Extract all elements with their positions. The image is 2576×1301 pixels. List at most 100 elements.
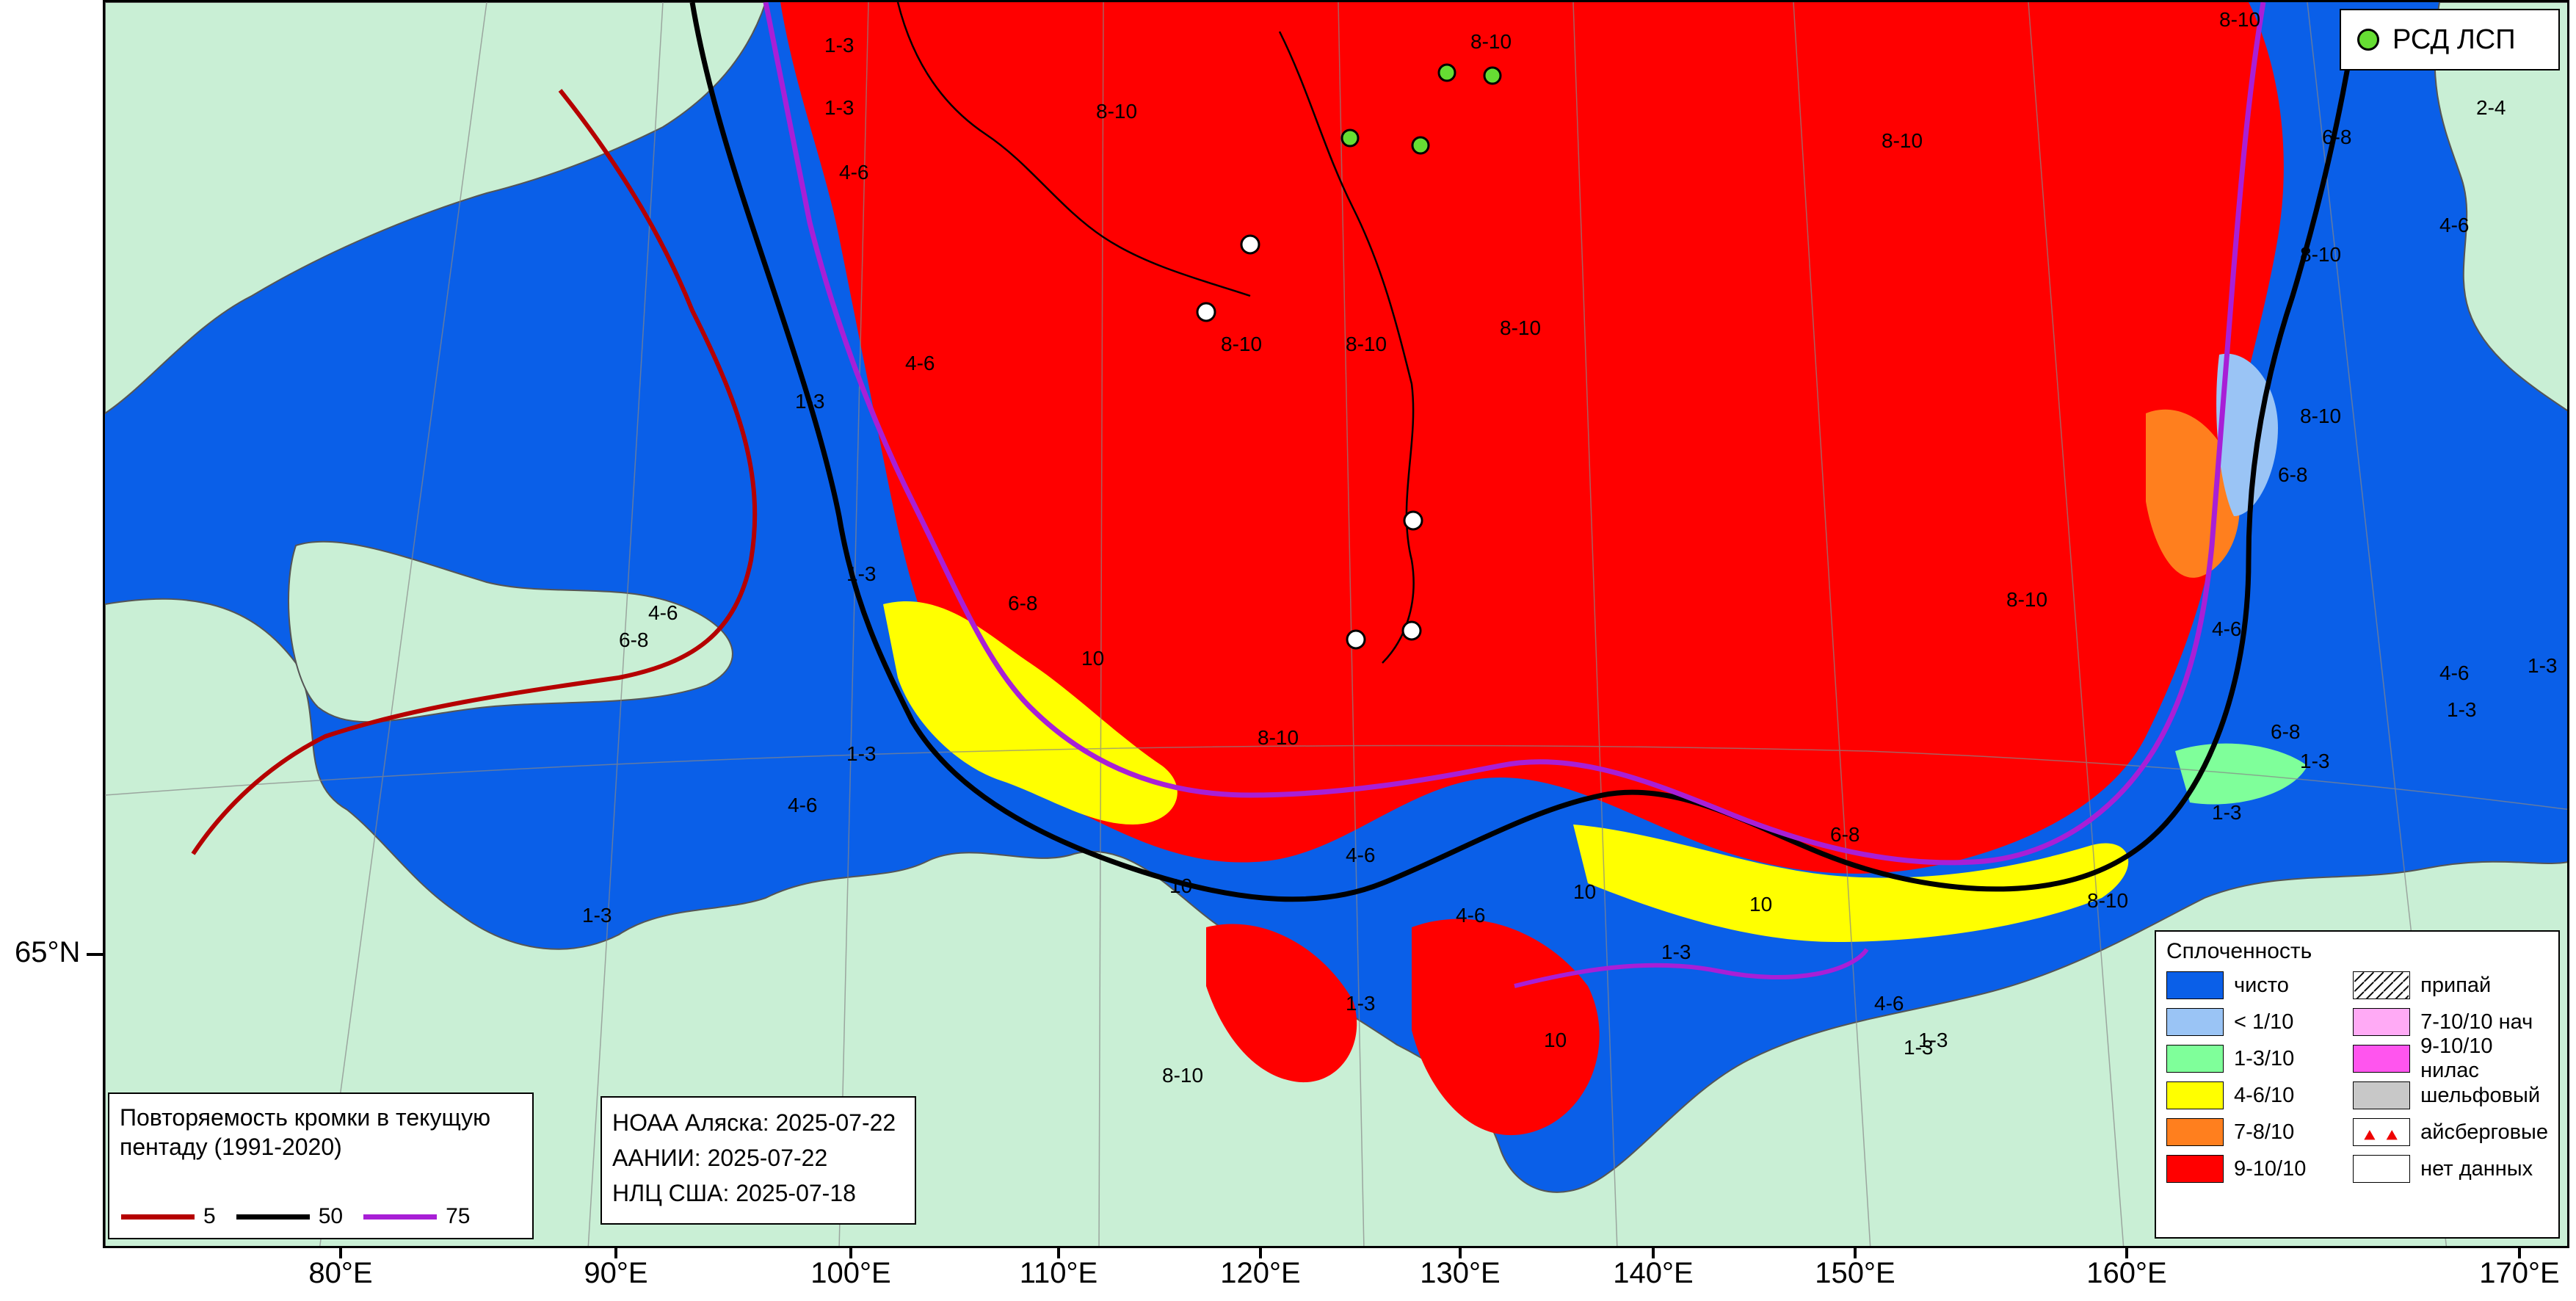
zone-label: 1-3 [1918,1029,1948,1051]
source-date-noaa: НОАА Аляска: 2025-07-22 [612,1109,896,1136]
graticule [105,2,2567,1246]
edge-frequency-legend-title: Повторяемость кромки в текущую пентаду (… [120,1104,491,1160]
color-swatch [2166,1045,2224,1073]
legend-label: 5 [203,1204,216,1228]
ice-4-6-area-west [883,601,1178,825]
longitude-tick [1057,1248,1060,1258]
longitude-label: 170°E [2479,1257,2560,1289]
iceberg-triangle-icon [2353,1118,2411,1146]
zone-label: 8-10 [1346,333,1387,355]
longitude-label: 160°E [2086,1257,2167,1289]
legend-label: 75 [446,1204,471,1228]
longitude-tick [614,1248,617,1258]
hatch-swatch-icon [2353,971,2411,999]
zone-label: 8-10 [1221,333,1263,355]
rsd-legend-label: РСД ЛСП [2392,23,2516,55]
zone-label: 8-10 [1096,100,1138,123]
ice-7-8-area [2146,409,2240,578]
zone-label: 4-6 [1346,844,1376,866]
source-date-nic: НЛЦ США: 2025-07-18 [612,1180,856,1206]
zone-label: 4-6 [1874,992,1904,1015]
legend-item-no-data: нет данных [2353,1153,2548,1184]
zone-label: 1-3 [1661,941,1691,963]
zone-label: 10 [1169,874,1193,897]
legend-item-clear: чисто [2166,970,2347,1001]
legend-label: шельфовый [2420,1083,2541,1107]
legend-item-7-8: 7-8/10 [2166,1117,2347,1148]
ice-9-10-area [780,2,2284,874]
edge-frequency-legend: Повторяемость кромки в текущую пентаду (… [108,1092,534,1239]
color-swatch [2166,1155,2224,1183]
land-novaya-zemlya [105,2,767,415]
rsd-points [1340,63,1502,155]
concentration-legend: Сплоченность чисто припай < 1/10 7-10/10… [2155,930,2560,1239]
zone-label: 1-3 [582,904,612,927]
zone-label: 1-3 [824,34,855,57]
color-swatch [2166,1081,2224,1109]
zone-label: 10 [1544,1029,1567,1051]
zone-label: 1-3 [846,742,877,765]
source-date-aari: ААНИИ: 2025-07-22 [612,1145,828,1171]
legend-label: 7-10/10 нач [2420,1010,2533,1034]
drift-tracks [896,2,1415,664]
legend-item-new-ice: 7-10/10 нач [2353,1007,2548,1037]
zone-label: 4-6 [648,601,678,624]
longitude-label: 140°E [1613,1257,1694,1289]
zone-label: 4-6 [905,352,935,374]
circle-marker-icon [2357,29,2379,51]
legend-label: нет данных [2420,1156,2533,1181]
longitude-label: 110°E [1019,1257,1098,1289]
edge-freq-50-line [689,2,2354,902]
zone-label: 1-3 [2300,750,2330,772]
zone-label: 4-6 [1456,904,1486,927]
line-swatch [236,1214,310,1220]
legend-label: 9-10/10 [2234,1156,2307,1181]
zone-label: 6-8 [1008,592,1038,615]
ice-lt1-area [2216,353,2278,516]
legend-label: 7-8/10 [2234,1120,2295,1144]
color-swatch [2353,1008,2411,1036]
zone-label: 1-3 [2447,698,2477,721]
rsd-legend-box: РСД ЛСП [2340,9,2560,70]
color-swatch [2353,1045,2411,1073]
longitude-tick [849,1248,852,1258]
zone-label: 1-3 [1346,992,1376,1015]
legend-label: айсберговые [2420,1120,2548,1144]
longitude-label: 150°E [1815,1257,1895,1289]
color-swatch [2353,1081,2411,1109]
legend-label: < 1/10 [2234,1010,2294,1034]
latitude-tick [87,953,104,956]
legend-item-shelf: шельфовый [2353,1080,2548,1111]
ice-4-6-area-south [1573,825,2129,942]
longitude-tick [2518,1248,2521,1258]
zone-label: 1-3 [1904,1036,1934,1059]
legend-item-nilas: 9-10/10 нилас [2353,1034,2548,1082]
legend-label: 50 [318,1204,344,1228]
longitude-tick [1259,1248,1262,1258]
legend-item-1-3: 1-3/10 [2166,1043,2347,1074]
legend-item-fast-ice: припай [2353,970,2548,1001]
zone-label: 10 [1081,647,1105,670]
color-swatch [2353,1155,2411,1183]
zone-label: 1-3 [2212,801,2242,824]
zone-label: 1-3 [824,96,855,119]
zone-label: 6-8 [619,628,649,651]
color-swatch [2166,971,2224,999]
zone-label: 6-8 [2278,463,2308,486]
legend-label: 9-10/10 нилас [2420,1034,2493,1082]
longitude-tick [1652,1248,1655,1258]
legend-item-icebergs: айсберговые [2353,1117,2548,1148]
legend-label: чисто [2234,973,2289,997]
longitude-label: 120°E [1220,1257,1301,1289]
line-swatch [363,1214,438,1220]
zone-label: 1-3 [795,390,825,413]
zone-label: 8-10 [1258,726,1299,749]
legend-item-4-6: 4-6/10 [2166,1080,2347,1111]
zone-label: 1-3 [2528,654,2558,677]
zone-label: 8-10 [2219,8,2261,31]
legend-label: припай [2420,973,2492,997]
color-swatch [2166,1118,2224,1146]
legend-item-freq-5: 5 [121,1204,216,1229]
zone-label: 8-10 [2300,405,2342,427]
zone-label: 8-10 [1500,316,1542,339]
